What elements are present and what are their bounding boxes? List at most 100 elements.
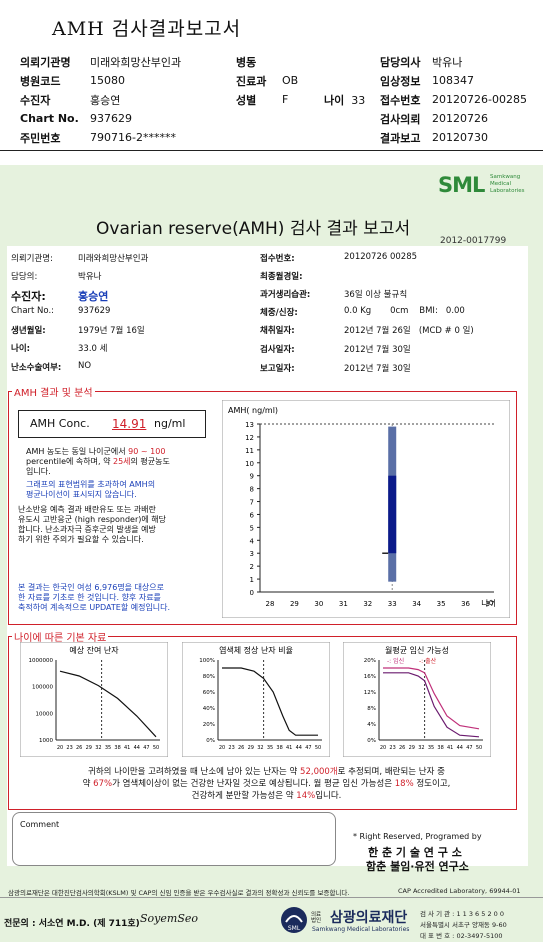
birth-curve xyxy=(383,672,480,738)
footer-signature: SoyemSeo xyxy=(140,912,198,925)
small-y-tick-label: 20% xyxy=(203,722,215,728)
p1a: AMH 농도는 동일 나이군에서 xyxy=(26,447,126,456)
small-y-tick-label: 16% xyxy=(364,674,376,680)
amh-y-tick-label: 7 xyxy=(250,499,254,507)
small-y-tick-label: 0% xyxy=(367,738,376,744)
patient-value: 홍승연 xyxy=(90,93,121,107)
r-lmp-label: 최종월경일: xyxy=(260,272,303,282)
amh-chart-ylabel: AMH( ng/ml) xyxy=(228,406,278,415)
small-x-tick-label: 26 xyxy=(76,745,82,751)
small-x-tick-label: 35 xyxy=(267,745,273,751)
p1d: 25세 xyxy=(112,457,131,466)
report-title: Ovarian reserve(AMH) 검사 결과 보고서 xyxy=(96,219,411,239)
amh-para-4: 본 결과는 한국인 여성 6,976명을 대상으로 한 자료를 기초로 한 것입… xyxy=(18,583,170,613)
s2d: 18% xyxy=(394,779,414,789)
rep-label: 결과보고 xyxy=(380,131,421,145)
small-x-tick-label: 23 xyxy=(389,745,395,751)
r-patient-label: 수진자: xyxy=(11,290,46,303)
amh-x-tick-label: 34 xyxy=(412,600,421,608)
r-doctor-label: 담당의: xyxy=(11,272,38,282)
small-x-tick-label: 44 xyxy=(296,745,302,751)
patient-label: 수진자 xyxy=(20,93,51,107)
footer-brand-en: Samkwang Medical Laboratories xyxy=(312,926,410,933)
req-value: 20120726 xyxy=(432,112,488,125)
small-x-tick-label: 35 xyxy=(105,745,111,751)
p3a: 난소반응 예측 결과 배란유도 또는 과배란 xyxy=(18,505,156,514)
sex-value: F xyxy=(282,93,289,106)
amh-y-tick-label: 0 xyxy=(250,589,254,597)
amh-section xyxy=(8,391,517,625)
small-y-tick-label: 80% xyxy=(203,674,215,680)
s2b: 67% xyxy=(93,779,113,789)
r-surg-value: NO xyxy=(78,361,92,371)
small-x-tick-label: 41 xyxy=(124,745,130,751)
small-x-tick-label: 38 xyxy=(276,745,282,751)
chart-pregnancy-rate: 월평균 임신 가능성 20% 16% 12% 8% 4% 0% 20 23 26 29 32 35 38 4… xyxy=(343,642,491,757)
amh-y-tick-label: 5 xyxy=(250,524,254,532)
chart-normal-chromosome: 염색체 정상 난자 비율 100% 80% 60% 40% 20% 0% 20 23 26 29 32… xyxy=(182,642,330,757)
sml-logo-sub: Samkwang Medical Laboratories xyxy=(490,174,525,194)
r-men-value: 36일 이상 불규칙 xyxy=(344,290,408,300)
amh-y-tick-label: 10 xyxy=(245,460,254,468)
p1b: 90 ~ 100 xyxy=(128,447,166,456)
divider xyxy=(0,150,543,151)
p3d: 하기 위한 주의가 필요할 수 있습니다. xyxy=(18,535,144,544)
small-y-tick-label: 10000 xyxy=(36,711,54,717)
comment-box xyxy=(12,812,336,866)
r-inst-label: 의뢰기관명: xyxy=(11,254,53,264)
small-x-tick-label: 35 xyxy=(428,745,434,751)
r-hw-value: 0.0 Kg 0cm BMI: 0.00 xyxy=(344,306,465,316)
basic-summary: 귀하의 나이만을 고려하였을 때 난소에 남아 있는 난자는 약 52,000개… xyxy=(14,766,519,802)
chart-remaining-eggs: 예상 잔여 난자 1000000 100000 10000 1000 20 23 26 29 32… xyxy=(20,642,168,757)
document-title: AMH 검사결과보고서 xyxy=(52,18,242,40)
amh-chart-xlabel: 나이 xyxy=(481,598,496,608)
small-x-tick-label: 38 xyxy=(437,745,443,751)
small-x-tick-label: 20 xyxy=(380,745,386,751)
r-age-label: 나이: xyxy=(11,344,31,354)
amh-y-tick-label: 9 xyxy=(250,473,254,481)
small-y-tick-label: 60% xyxy=(203,690,215,696)
r-doctor-value: 박유나 xyxy=(78,272,102,282)
p1f: 입니다. xyxy=(26,467,51,476)
report-number: 2012-0017799 xyxy=(440,236,507,246)
r-chart-label: Chart No.: xyxy=(11,306,55,316)
small-x-tick-label: 44 xyxy=(134,745,140,751)
rrn-label: 주민번호 xyxy=(20,131,61,145)
pregnancy-curve xyxy=(383,667,480,730)
r-recv-value: 20120726 00285 xyxy=(344,252,418,262)
header-info: 의뢰기관명 미래와희망산부인과 병동 담당의사 박유나 병원코드 15080 진… xyxy=(20,52,527,147)
req-label: 검사의뢰 xyxy=(380,112,421,126)
amh-bar-iqr xyxy=(388,475,397,554)
small-x-tick-label: 23 xyxy=(66,745,72,751)
small-x-tick-label: 23 xyxy=(228,745,234,751)
rights-lab2: 함춘 불임·유전 연구소 xyxy=(366,860,469,873)
footer-signer: 전문의 : 서소연 M.D. (제 711호) xyxy=(4,919,140,929)
s1a: 귀하의 나이만을 고려하였을 때 난소에 남아 있는 난자는 약 xyxy=(88,767,298,777)
code-label: 병원코드 xyxy=(20,74,61,88)
amh-para-3: 난소반응 예측 결과 배란유도 또는 과배란 유도시 고반응군 (high re… xyxy=(18,505,166,545)
r-chart-value: 937629 xyxy=(78,306,111,316)
r-rep-label: 보고일자: xyxy=(260,364,295,374)
small-x-tick-label: 29 xyxy=(248,745,254,751)
sml-logo: SML xyxy=(438,173,485,197)
small-y-tick-label: 20% xyxy=(364,658,376,664)
small-x-tick-label: 20 xyxy=(57,745,63,751)
sex-label: 성별 xyxy=(236,93,257,107)
small-x-tick-label: 38 xyxy=(114,745,120,751)
small-chart-frame xyxy=(182,642,330,757)
amh-y-tick-label: 11 xyxy=(245,447,254,455)
basic-section-title: 나이에 따른 기본 자료 xyxy=(12,629,109,644)
p3b: 유도시 고반응군 (high responder)에 해당 xyxy=(18,515,166,524)
rrn-value: 790716-2****** xyxy=(90,131,176,144)
footer-tel: 대 표 번 호 : 02-3497-5100 xyxy=(420,932,503,940)
small-chart-frame xyxy=(20,642,168,757)
doctor-label: 담당의사 xyxy=(380,55,421,69)
r-dob-label: 생년월일: xyxy=(11,326,46,336)
r-men-label: 과거생리습관: xyxy=(260,290,311,300)
r-rep-value: 2012년 7월 30일 xyxy=(344,364,411,374)
r-age-value: 33.0 세 xyxy=(78,344,108,354)
amh-para-1: AMH 농도는 동일 나이군에서 90 ~ 100 percentile에 속하… xyxy=(26,447,170,477)
sml-emblem-icon: SML xyxy=(281,907,307,933)
amh-section-title: AMH 결과 및 분석 xyxy=(12,384,95,399)
